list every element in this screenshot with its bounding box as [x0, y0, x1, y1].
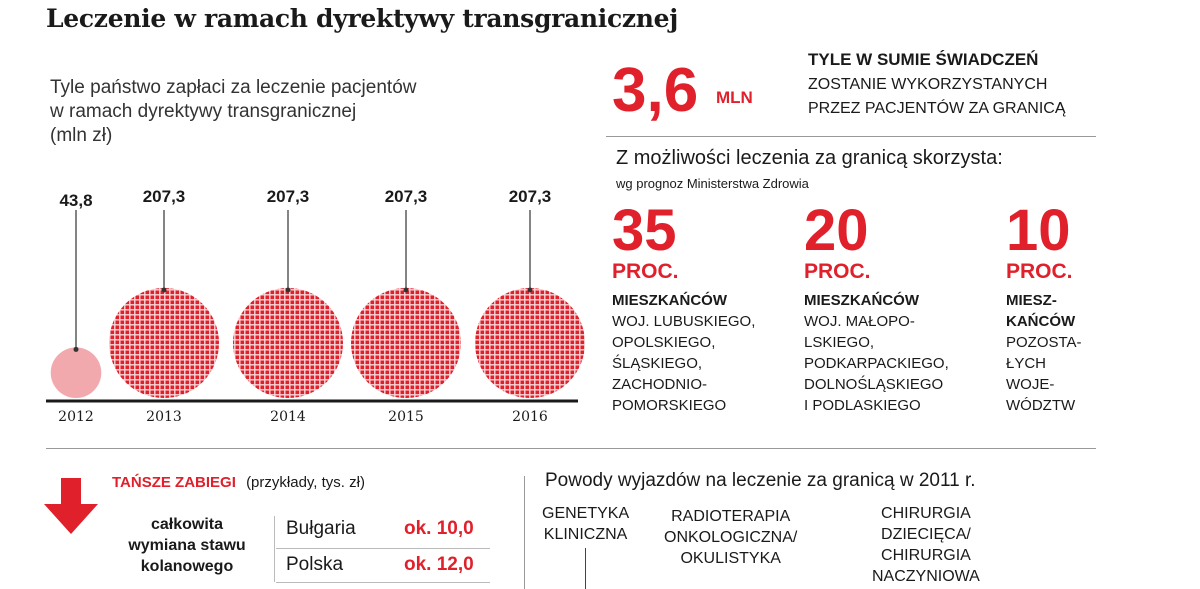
column-divider: [524, 476, 525, 589]
bubble-2012: [50, 347, 102, 398]
forecast-group-line: LSKIEGO,: [804, 334, 875, 351]
forecast-group-line: OPOLSKIEGO,: [612, 334, 716, 351]
forecast-group-line: DOLNOŚLĄSKIEGO: [804, 376, 944, 393]
reason-leader-line: [585, 548, 586, 589]
forecast-source: wg prognoz Ministerstwa Zdrowia: [616, 176, 809, 191]
forecast-group-head: MIESZKAŃCÓW: [804, 292, 919, 309]
forecast-group-line: ZACHODNIO-: [612, 376, 707, 393]
price-value: ok. 12,0: [404, 554, 474, 575]
forecast-percent: 10: [1006, 198, 1071, 263]
category-label: 2012: [58, 409, 94, 425]
forecast-percent: 20: [804, 198, 869, 263]
section-divider: [46, 448, 1096, 449]
price-country: Bułgaria: [286, 518, 356, 539]
cheaper-title: TAŃSZE ZABIEGI: [112, 474, 236, 491]
reason-line: KLINICZNA: [543, 526, 628, 543]
forecast-group-line: ŁYCH: [1006, 355, 1047, 372]
category-label: 2013: [146, 409, 182, 425]
forecast-percent-unit: PROC.: [1006, 260, 1073, 283]
forecast-group: 20 PROC. MIESZKAŃCÓW WOJ. MAŁOPO- LSKIEG…: [804, 202, 949, 416]
reason-item: RADIOTERAPIA ONKOLOGICZNA/ OKULISTYKA: [664, 506, 797, 569]
value-label: 207,3: [509, 187, 552, 206]
leader-dot: [527, 287, 533, 293]
bubble-2015: [351, 288, 461, 398]
forecast-group-head: MIESZ-: [1006, 292, 1057, 309]
forecast-group-head: KAŃCÓW: [1006, 313, 1076, 330]
reason-line: RADIOTERAPIA: [671, 508, 791, 525]
page-title: Leczenie w ramach dyrektywy transgranicz…: [46, 4, 679, 33]
reason-line: CHIRURGIA: [881, 505, 971, 522]
reason-line: NACZYNIOWA: [872, 568, 980, 585]
bubble-2013: [109, 288, 219, 398]
table-row-divider: [276, 582, 490, 583]
forecast-group: 35 PROC. MIESZKAŃCÓW WOJ. LUBUSKIEGO, OP…: [612, 202, 755, 416]
leader-dot: [161, 287, 167, 293]
category-label: 2016: [512, 409, 548, 425]
leader-dot: [285, 287, 291, 293]
cheaper-heading: TAŃSZE ZABIEGI (przykłady, tys. zł): [112, 474, 365, 491]
category-label: 2015: [388, 409, 424, 425]
subtitle-line: w ramach dyrektywy transgranicznej: [50, 101, 357, 122]
summary-unit: MLN: [716, 88, 753, 107]
cheaper-note: (przykłady, tys. zł): [246, 474, 365, 491]
forecast-percent: 35: [612, 198, 677, 263]
procedure-line: kolanowego: [140, 558, 234, 575]
bubble-2014: [233, 288, 343, 398]
value-label: 207,3: [385, 187, 428, 206]
forecast-group-line: I PODLASKIEGO: [804, 397, 921, 414]
summary-heading: TYLE W SUMIE ŚWIADCZEŃ: [808, 50, 1039, 69]
value-label: 207,3: [143, 187, 186, 206]
bubble-2016: [475, 288, 585, 398]
price-value: ok. 10,0: [404, 518, 474, 539]
forecast-group-line: ŚLĄSKIEGO,: [612, 355, 703, 372]
divider: [606, 136, 1096, 137]
bubble-chart: 43,8 2012 207,3 2013 207,3 2014 207,3 2015 207,3…: [46, 187, 585, 425]
forecast-title: Z możliwości leczenia za granicą skorzys…: [616, 147, 1003, 169]
summary-value: 3,6: [612, 56, 699, 125]
forecast-group-line: WOJE-: [1006, 376, 1055, 393]
category-label: 2014: [270, 409, 306, 425]
subtitle-line: Tyle państwo zapłaci za leczenie pacjent…: [50, 77, 417, 98]
reason-line: OKULISTYKA: [680, 550, 781, 567]
table-row-divider: [276, 548, 490, 549]
reason-line: CHIRURGIA: [881, 547, 971, 564]
leader-dot: [73, 346, 79, 352]
reason-item: CHIRURGIA DZIECIĘCA/ CHIRURGIA NACZYNIOW…: [872, 503, 980, 587]
forecast-group: 10 PROC. MIESZ- KAŃCÓW POZOSTA- ŁYCH WOJ…: [1006, 202, 1082, 416]
procedure-line: całkowita: [150, 516, 224, 533]
reason-line: ONKOLOGICZNA/: [664, 529, 798, 546]
forecast-group-line: POZOSTA-: [1006, 334, 1082, 351]
forecast-group-line: POMORSKIEGO: [612, 397, 727, 414]
reasons-title: Powody wyjazdów na leczenie za granicą w…: [545, 470, 976, 491]
forecast-percent-unit: PROC.: [804, 260, 871, 283]
leader-dot: [403, 287, 409, 293]
value-label: 43,8: [59, 191, 92, 210]
summary-line: ZOSTANIE WYKORZYSTANYCH: [808, 76, 1048, 93]
subtitle-line: (mln zł): [50, 125, 113, 146]
forecast-percent-unit: PROC.: [612, 260, 679, 283]
price-country: Polska: [286, 554, 344, 575]
table-divider: [274, 516, 275, 582]
procedure-name: całkowita wymiana stawu kolanowego: [112, 514, 262, 577]
reason-item: GENETYKA KLINICZNA: [542, 503, 629, 545]
summary-line: PRZEZ PACJENTÓW ZA GRANICĄ: [808, 100, 1066, 117]
forecast-group-line: PODKARPACKIEGO,: [804, 355, 949, 372]
forecast-group-line: WÓDZTW: [1006, 397, 1076, 414]
reason-line: GENETYKA: [542, 505, 630, 522]
down-arrow-icon: [44, 478, 98, 534]
forecast-group-line: WOJ. LUBUSKIEGO,: [612, 313, 756, 330]
procedure-line: wymiana stawu: [128, 537, 246, 554]
forecast-group-head: MIESZKAŃCÓW: [612, 292, 727, 309]
forecast-group-line: WOJ. MAŁOPO-: [804, 313, 915, 330]
value-label: 207,3: [267, 187, 310, 206]
reason-line: DZIECIĘCA/: [881, 526, 971, 543]
chart-subtitle: Tyle państwo zapłaci za leczenie pacjent…: [50, 76, 520, 148]
